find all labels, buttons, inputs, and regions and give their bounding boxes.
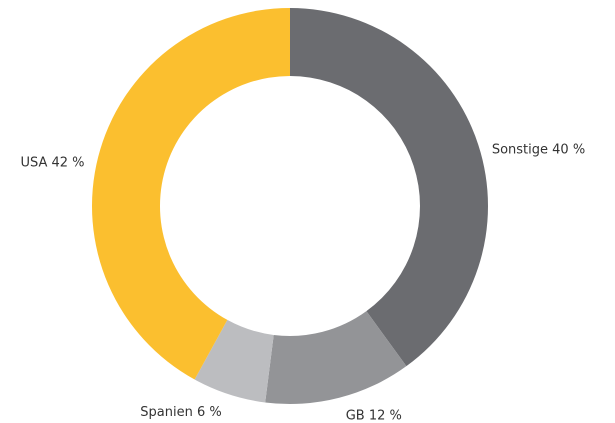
slice-label: Spanien 6 % xyxy=(140,404,221,419)
slice xyxy=(290,8,488,367)
slice xyxy=(265,311,407,404)
slice xyxy=(92,8,290,380)
slice-label: Sonstige 40 % xyxy=(492,142,585,157)
category-name: GB xyxy=(346,408,365,423)
category-name: Sonstige xyxy=(492,142,548,157)
slice-label: USA 42 % xyxy=(20,155,84,170)
category-name: Spanien xyxy=(140,404,193,419)
category-name: USA xyxy=(20,155,47,170)
value-label: 12 % xyxy=(369,408,402,423)
value-label: 6 % xyxy=(197,404,222,419)
value-label: 40 % xyxy=(552,142,585,157)
slice-label: GB 12 % xyxy=(346,408,402,423)
value-label: 42 % xyxy=(52,155,85,170)
slice xyxy=(194,319,274,403)
